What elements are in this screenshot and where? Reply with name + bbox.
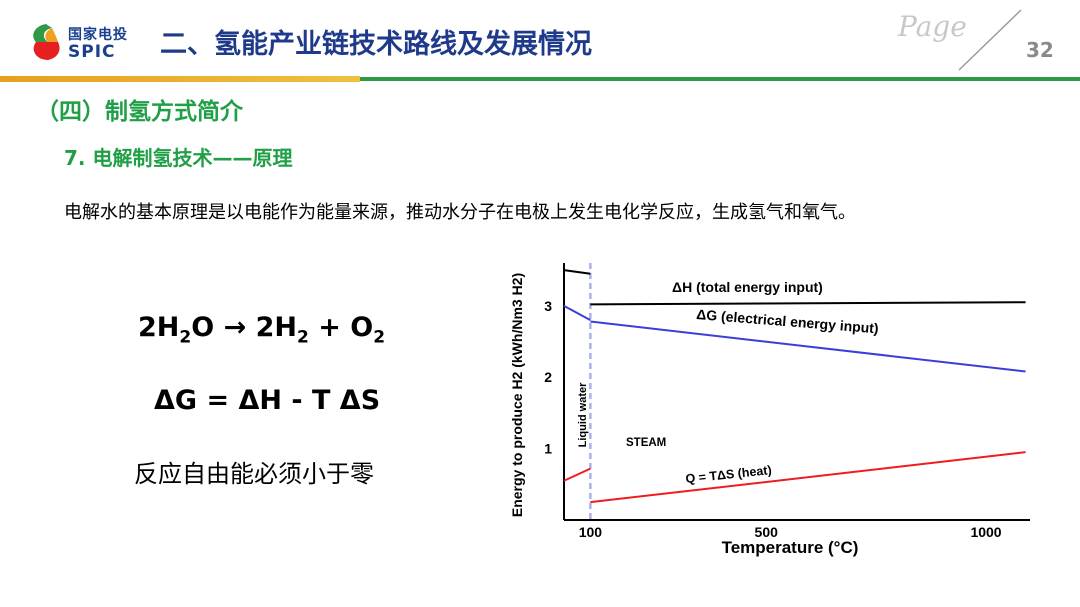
- region-label-liquid-water: Liquid water: [577, 382, 589, 448]
- reaction-equation: 2H2O → 2H2 + O2: [138, 312, 385, 347]
- chart-axes: [563, 263, 1030, 521]
- header-divider: [0, 76, 1080, 82]
- page-label: Page: [898, 10, 967, 43]
- chart-labels: Temperature (°C) Energy to produce H2 (kW…: [509, 273, 879, 557]
- eq-left-sub: 2: [179, 327, 192, 348]
- series-line-1: [590, 301, 1026, 306]
- chart-series: [563, 269, 1026, 504]
- x-tick-label-1: 500: [755, 524, 779, 540]
- eq-right-sub2: 2: [373, 327, 386, 348]
- logo-english-name: SPIC: [68, 42, 116, 62]
- x-axis-title: Temperature (°C): [722, 538, 859, 557]
- series-line-3: [590, 320, 1026, 373]
- page-divider-slash: [958, 9, 1022, 71]
- section-title: （四）制氢方式简介: [36, 99, 243, 125]
- series-line-0: [563, 269, 591, 275]
- eq-right-sub: 2: [297, 327, 309, 348]
- page-title: 二、氢能产业链技术路线及发展情况: [160, 29, 592, 60]
- header-divider-green: [360, 77, 1080, 81]
- eq-right-coef: 2H: [255, 312, 298, 343]
- series-line-2: [563, 304, 591, 321]
- y-axis-title: Energy to produce H2 (kWh/Nm3 H2): [509, 273, 525, 517]
- region-label-steam: STEAM: [626, 437, 666, 449]
- series-line-4: [563, 467, 591, 482]
- free-energy-note: 反应自由能必须小于零: [134, 460, 374, 488]
- eq-left-tail: O: [191, 312, 215, 343]
- header-divider-orange: [0, 76, 360, 82]
- x-tick-label-0: 100: [579, 524, 603, 540]
- eq-plus-o: + O: [318, 312, 374, 343]
- chart-ticks: 100 500 1000 1 2 3: [544, 298, 1002, 540]
- series-label-0: ΔH (total energy input): [672, 279, 823, 295]
- eq-arrow: →: [223, 312, 247, 343]
- spic-logo-mark-icon: [33, 24, 60, 60]
- description-text: 电解水的基本原理是以电能作为能量来源，推动水分子在电极上发生电化学反应，生成氢气…: [64, 202, 856, 223]
- series-label-1: ΔG (electrical energy input): [696, 306, 879, 336]
- y-tick-label-0: 1: [544, 441, 552, 457]
- gibbs-equation: ΔG = ΔH - T ΔS: [154, 385, 381, 416]
- energy-temperature-chart: 100 500 1000 1 2 3 Temperature (°C) Energy to …: [509, 263, 1030, 557]
- y-tick-label-1: 2: [544, 369, 552, 385]
- series-line-5: [590, 451, 1026, 504]
- page-number: 32: [1026, 38, 1054, 62]
- spic-logo: 国家电投 SPIC: [28, 20, 148, 64]
- y-tick-label-2: 3: [544, 298, 552, 314]
- logo-chinese-name: 国家电投: [68, 27, 128, 43]
- subsection-title: 7. 电解制氢技术——原理: [64, 146, 293, 170]
- eq-left-coef: 2H: [138, 312, 180, 343]
- x-tick-label-2: 1000: [970, 524, 1001, 540]
